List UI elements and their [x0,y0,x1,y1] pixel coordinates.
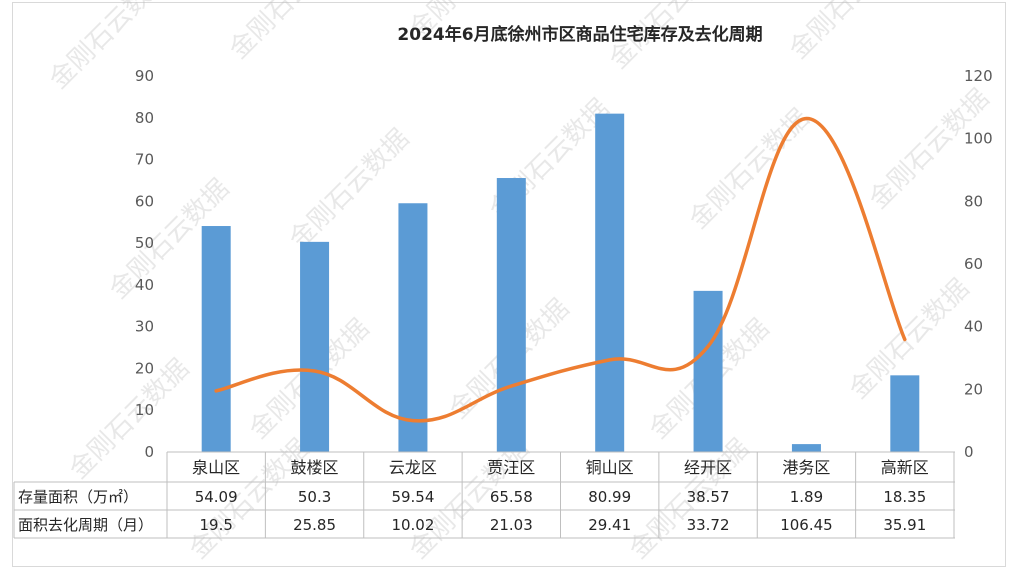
data-label-1-3: 21.03 [490,516,533,534]
bar-4 [595,113,625,452]
right-y-axis: 0 20 40 60 80 100 120 [964,67,993,461]
right-axis-tick-label: 80 [964,192,983,210]
watermark-text: 金刚石云数据 [224,0,356,65]
bar-1 [300,241,330,452]
category-label-6: 港务区 [782,458,830,477]
chart-frame [12,2,1006,567]
category-label-5: 经开区 [684,458,732,477]
category-label-4: 铜山区 [586,458,634,477]
series-row-label-0: 存量面积（万㎡） [18,488,138,506]
category-label-1: 鼓楼区 [291,458,339,477]
bar-series [201,113,920,452]
category-label-7: 高新区 [881,458,929,477]
watermark-text: 金刚石云数据 [784,0,916,65]
category-label-2: 云龙区 [389,458,437,477]
data-label-1-4: 29.41 [588,516,631,534]
right-axis-tick-label: 40 [964,318,983,336]
left-axis-tick-label: 0 [144,443,154,461]
bar-0 [201,226,231,452]
data-label-0-0: 54.09 [195,488,238,506]
data-label-1-6: 106.45 [780,516,833,534]
left-y-axis: 0 10 20 30 40 50 60 70 80 90 [135,67,154,461]
left-axis-tick-label: 80 [135,109,154,127]
left-axis-tick-label: 50 [135,234,154,252]
category-label-3: 贾汪区 [487,458,535,477]
watermark-text: 金刚石云数据 [64,353,196,485]
bar-2 [398,203,428,452]
data-label-1-1: 25.85 [293,516,336,534]
right-axis-tick-label: 20 [964,380,983,398]
category-label-0: 泉山区 [192,458,240,477]
data-label-0-4: 80.99 [588,488,631,506]
left-axis-tick-label: 70 [135,151,154,169]
data-label-0-7: 18.35 [883,488,926,506]
right-axis-tick-label: 0 [964,443,974,461]
data-label-1-5: 33.72 [687,516,730,534]
data-label-0-2: 59.54 [391,488,434,506]
right-axis-tick-label: 120 [964,67,993,85]
left-axis-tick-label: 90 [135,67,154,85]
data-label-1-7: 35.91 [883,516,926,534]
chart-title: 2024年6月底徐州市区商品住宅库存及去化周期 [397,24,762,45]
left-axis-tick-label: 40 [135,276,154,294]
data-label-0-5: 38.57 [687,488,730,506]
data-label-0-3: 65.58 [490,488,533,506]
data-label-1-0: 19.5 [199,516,232,534]
bar-7 [890,375,920,452]
left-axis-tick-label: 30 [135,318,154,336]
data-label-1-2: 10.02 [391,516,434,534]
left-axis-tick-label: 20 [135,359,154,377]
watermark-text: 金刚石云数据 [44,0,176,95]
data-label-0-6: 1.89 [790,488,823,506]
bar-5 [693,290,723,452]
bar-6 [791,444,821,452]
line-series-cycle [214,116,907,423]
watermark-text: 金刚石云数据 [284,123,416,255]
right-axis-tick-label: 100 [964,130,993,148]
left-axis-tick-label: 60 [135,192,154,210]
bar-3 [496,178,526,452]
left-axis-tick-label: 10 [135,401,154,419]
series-row-label-1: 面积去化周期（月） [18,516,153,534]
data-label-0-1: 50.3 [298,488,331,506]
right-axis-tick-label: 60 [964,255,983,273]
